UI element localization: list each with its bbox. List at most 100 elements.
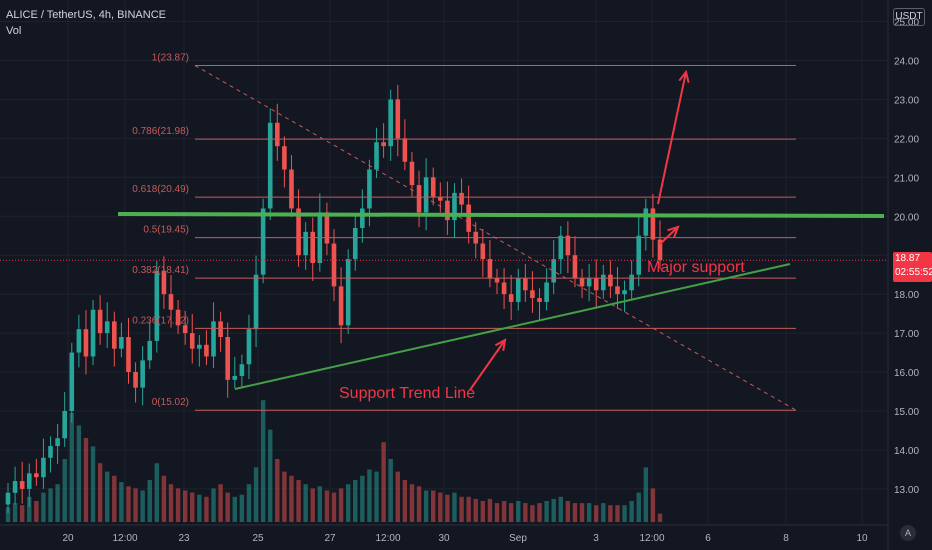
volume-bar bbox=[133, 488, 138, 522]
y-tick-label: 21.00 bbox=[894, 173, 919, 184]
candle-body bbox=[34, 473, 39, 478]
volume-bar bbox=[558, 496, 563, 522]
volume-bar bbox=[530, 505, 535, 522]
volume-bar bbox=[175, 488, 181, 522]
candle-body bbox=[253, 274, 259, 330]
candle-body bbox=[324, 212, 330, 244]
candle-body bbox=[260, 208, 266, 275]
volume-bar bbox=[516, 501, 521, 522]
candle-body bbox=[83, 329, 89, 357]
volume-bar bbox=[282, 471, 287, 522]
x-tick-label: 10 bbox=[856, 533, 868, 544]
candle-body bbox=[189, 333, 195, 349]
candle-body bbox=[161, 270, 167, 295]
x-tick-label: 25 bbox=[252, 533, 264, 544]
volume-bar bbox=[83, 438, 89, 522]
candle-body bbox=[530, 290, 535, 299]
currency-button[interactable]: USDT bbox=[893, 8, 925, 26]
candle-body bbox=[232, 375, 238, 380]
volume-bar bbox=[246, 484, 252, 522]
volume-bar bbox=[62, 459, 67, 522]
volume-bar bbox=[466, 496, 471, 522]
candle-body bbox=[182, 325, 188, 334]
volume-bar bbox=[12, 503, 18, 522]
volume-bar bbox=[345, 484, 351, 522]
candle-body bbox=[537, 298, 542, 302]
symbol-title[interactable]: ALICE / TetherUS, 4h, BINANCE bbox=[6, 9, 166, 21]
volume-bar bbox=[232, 496, 237, 522]
candle-body bbox=[41, 457, 46, 478]
candle-body bbox=[360, 208, 365, 228]
candle-body bbox=[296, 208, 301, 256]
candle-body bbox=[62, 411, 67, 439]
candle-body bbox=[508, 294, 514, 302]
volume-bar bbox=[161, 475, 167, 522]
candle-body bbox=[112, 321, 117, 349]
candle-body bbox=[395, 99, 401, 139]
volume-bar bbox=[445, 494, 450, 522]
volume-bar bbox=[537, 503, 542, 522]
candle-body bbox=[12, 481, 18, 493]
candle-body bbox=[211, 321, 216, 357]
x-tick-label: 12:00 bbox=[639, 533, 664, 544]
volume-bar bbox=[338, 488, 344, 522]
volume-bar bbox=[374, 471, 379, 522]
candle-body bbox=[402, 138, 408, 162]
trendline-label: Support Trend Line bbox=[339, 385, 475, 402]
candle-body bbox=[409, 161, 415, 186]
breakout-arrow-head bbox=[678, 69, 690, 83]
volume-bar bbox=[310, 488, 315, 522]
trendline-arrow-head bbox=[494, 338, 507, 352]
candle-body bbox=[416, 185, 422, 213]
y-tick-label: 25.00 bbox=[894, 18, 919, 29]
candle-body bbox=[133, 372, 138, 388]
candle-body bbox=[622, 290, 627, 295]
volume-bar bbox=[112, 475, 117, 522]
volume-bar bbox=[253, 467, 259, 522]
fib-level-label: 0.5(19.45) bbox=[143, 225, 189, 236]
volume-bar bbox=[586, 503, 592, 522]
candle-body bbox=[97, 309, 103, 334]
candle-body bbox=[430, 177, 436, 197]
auto-scale-button[interactable]: A bbox=[900, 525, 916, 541]
candle-body bbox=[90, 309, 96, 357]
y-tick-label: 16.00 bbox=[894, 368, 919, 379]
volume-bar bbox=[182, 490, 188, 522]
volume-bar bbox=[494, 503, 500, 522]
candle-body bbox=[608, 274, 613, 287]
candle-body bbox=[579, 278, 585, 287]
candle-body bbox=[175, 309, 181, 326]
candle-body bbox=[168, 294, 174, 310]
candle-body bbox=[48, 446, 53, 458]
volume-bar bbox=[657, 513, 663, 522]
volume-bar bbox=[190, 492, 195, 522]
trendline-arrow-shaft bbox=[469, 339, 506, 391]
candle-body bbox=[494, 278, 500, 283]
candle-body bbox=[345, 259, 351, 326]
candle-body bbox=[459, 192, 464, 205]
volume-bar bbox=[501, 501, 507, 522]
volume-bar bbox=[523, 503, 528, 522]
volume-bar bbox=[289, 475, 294, 522]
volume-bar bbox=[218, 484, 223, 522]
fib-level-label: 0.236(17.12) bbox=[132, 315, 189, 326]
candle-body bbox=[593, 278, 599, 291]
volume-bar bbox=[551, 498, 556, 522]
candle-body bbox=[367, 169, 372, 209]
resistance-line bbox=[117, 212, 885, 218]
x-tick-label: 30 bbox=[438, 533, 450, 544]
volume-bar bbox=[324, 490, 330, 522]
candle-body bbox=[147, 340, 153, 361]
volume-bar bbox=[565, 501, 571, 522]
x-tick-label: 12:00 bbox=[112, 533, 137, 544]
volume-bar bbox=[48, 488, 53, 522]
x-tick-label: 8 bbox=[783, 533, 789, 544]
volume-bar bbox=[225, 492, 230, 522]
volume-bar bbox=[416, 486, 422, 522]
candle-body bbox=[225, 336, 230, 380]
y-tick-label: 15.00 bbox=[894, 407, 919, 418]
volume-bar bbox=[508, 503, 514, 522]
volume-bar bbox=[27, 496, 32, 522]
volume-bar bbox=[76, 425, 82, 522]
